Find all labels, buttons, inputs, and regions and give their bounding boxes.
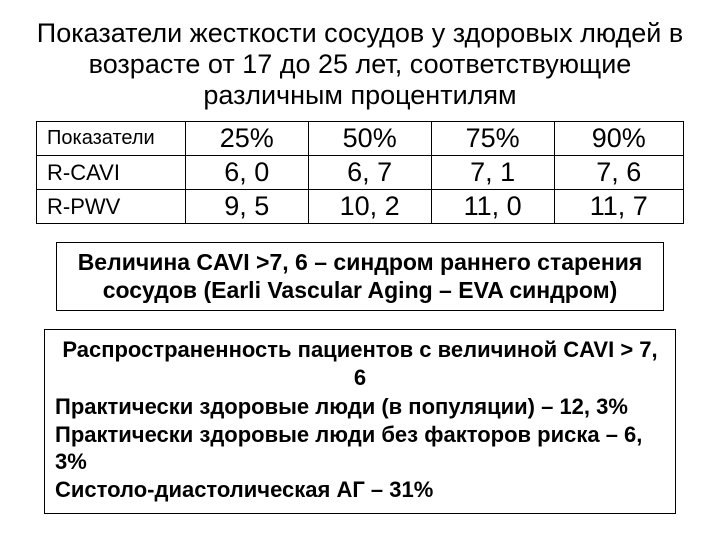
- table-cell: 11, 0: [431, 190, 554, 224]
- page-title: Показатели жесткости сосудов у здоровых …: [36, 18, 684, 111]
- table-cell: 6, 0: [185, 156, 308, 190]
- note-box: Величина CAVI >7, 6 – синдром раннего ст…: [56, 242, 664, 311]
- table-cell: 11, 7: [554, 190, 683, 224]
- note-line: сосудов (Earli Vascular Aging – EVA синд…: [103, 277, 618, 303]
- prevalence-item: Практически здоровые люди без факторов р…: [55, 421, 665, 476]
- prevalence-title: Распространенность пациентов с величиной…: [55, 336, 665, 391]
- note-line: Величина CAVI >7, 6 – синдром раннего ст…: [78, 249, 643, 275]
- prevalence-box: Распространенность пациентов с величиной…: [44, 329, 676, 514]
- prevalence-item: Практически здоровые люди (в популяции) …: [55, 393, 665, 421]
- table-row-label: R-CAVI: [37, 156, 186, 190]
- table-cell: 7, 1: [431, 156, 554, 190]
- table-col-header: 50%: [308, 122, 431, 156]
- table-row: R-PWV 9, 5 10, 2 11, 0 11, 7: [37, 190, 684, 224]
- table-cell: 10, 2: [308, 190, 431, 224]
- table-cell: 6, 7: [308, 156, 431, 190]
- slide: Показатели жесткости сосудов у здоровых …: [0, 0, 720, 540]
- table-cell: 7, 6: [554, 156, 683, 190]
- table-row: R-CAVI 6, 0 6, 7 7, 1 7, 6: [37, 156, 684, 190]
- prevalence-item: Систоло-диастолическая АГ – 31%: [55, 476, 665, 504]
- table-row-label: R-PWV: [37, 190, 186, 224]
- table-col-header: 25%: [185, 122, 308, 156]
- table-col-header: 75%: [431, 122, 554, 156]
- percentile-table: Показатели 25% 50% 75% 90% R-CAVI 6, 0 6…: [36, 121, 684, 224]
- table-header-label: Показатели: [37, 122, 186, 156]
- table-cell: 9, 5: [185, 190, 308, 224]
- table-col-header: 90%: [554, 122, 683, 156]
- table-row: Показатели 25% 50% 75% 90%: [37, 122, 684, 156]
